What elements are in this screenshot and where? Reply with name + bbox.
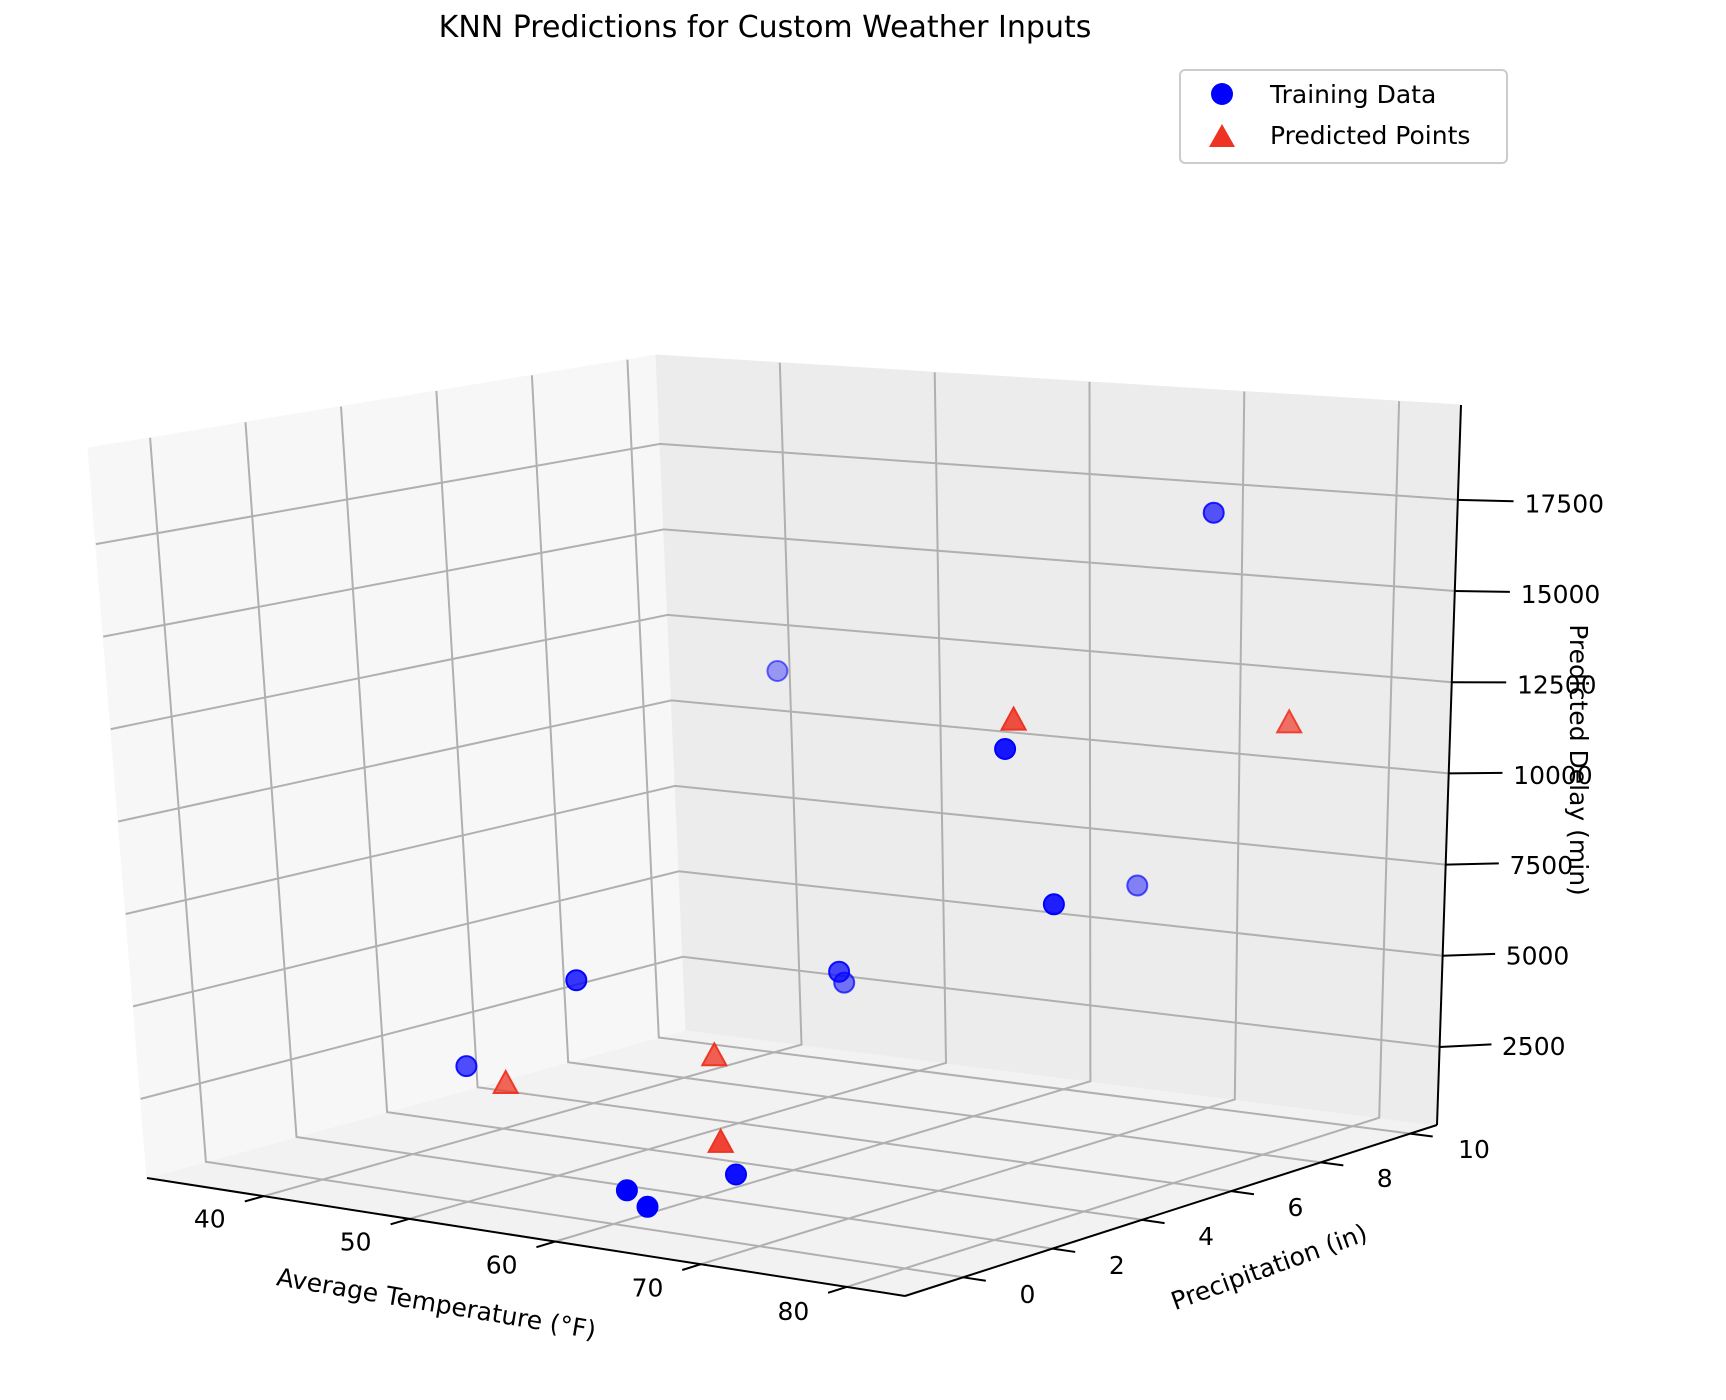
tick-labels: 40 50 60 70 80 0 2 4 6 8 10 2500 5000 7500 10000 12500 1… [194, 490, 1604, 1326]
training-point [1042, 893, 1065, 916]
grid-line-z [117, 699, 1449, 823]
z-axis-title: Predicted Delay (min) [1564, 624, 1593, 896]
x-axis-line [146, 1177, 906, 1297]
z-tick [1442, 952, 1496, 957]
z-tick-label: 7500 [1510, 851, 1574, 880]
grid-line-z [95, 442, 1458, 546]
grid-line-y [435, 390, 1232, 1193]
x-tick-label: 60 [486, 1251, 518, 1280]
training-point [994, 738, 1017, 760]
y-tick-label: 2 [1109, 1251, 1125, 1280]
data-points [455, 501, 1303, 1218]
training-point [766, 660, 789, 682]
x-tick [244, 1195, 264, 1203]
y-tick-label: 10 [1458, 1135, 1490, 1164]
axes-panes [87, 354, 1462, 1297]
grid-line-y [149, 437, 964, 1279]
training-point [455, 1055, 478, 1078]
z-tick [1448, 771, 1503, 775]
axis-lines [146, 404, 1514, 1297]
legend: Training Data Predicted Points [1179, 69, 1508, 164]
grid-line-x [846, 401, 1401, 1288]
y-tick-label: 0 [1020, 1280, 1036, 1309]
x-tick [681, 1263, 702, 1271]
x-tick [827, 1285, 847, 1294]
y-tick [1320, 1161, 1344, 1167]
back-pane [655, 354, 1462, 1126]
y-tick [962, 1276, 986, 1282]
left-pane [87, 354, 687, 1179]
z-axis-line [1436, 404, 1462, 1126]
y-tick [1141, 1218, 1165, 1225]
predicted-point [999, 705, 1028, 731]
y-tick [1052, 1247, 1076, 1253]
training-point [565, 969, 588, 992]
y-tick-label: 6 [1287, 1193, 1303, 1222]
grid-line-x [263, 362, 803, 1198]
z-tick [1454, 590, 1510, 593]
grid-line-z [103, 528, 1455, 638]
z-tick-label: 10000 [1513, 761, 1593, 790]
z-tick-label: 2500 [1502, 1032, 1566, 1061]
legend-label-training: Training Data [1269, 80, 1436, 109]
grid-line-z [110, 613, 1452, 731]
x-tick-label: 70 [632, 1274, 664, 1303]
predicted-point [707, 1127, 735, 1153]
predicted-point [492, 1068, 520, 1094]
legend-marker-predicted [1209, 124, 1235, 147]
grid-line-z [132, 870, 1443, 1008]
legend-label-predicted: Predicted Points [1270, 121, 1470, 150]
grid-line-y [244, 422, 1053, 1250]
x-tick-label: 40 [194, 1204, 226, 1233]
y-tick [1231, 1190, 1255, 1196]
grid-line-y [530, 375, 1321, 1164]
legend-box [1179, 69, 1508, 164]
training-point [725, 1163, 747, 1186]
grid-lines [95, 359, 1458, 1288]
grid-line-x [554, 381, 1092, 1243]
training-point [636, 1195, 659, 1218]
chart-title: KNN Predictions for Custom Weather Input… [439, 10, 1092, 45]
z-tick-label: 15000 [1521, 580, 1601, 609]
z-tick [1457, 498, 1514, 503]
y-axis-line [904, 1124, 1438, 1297]
training-point [828, 960, 851, 983]
z-tick-label: 17500 [1525, 490, 1605, 519]
grid-line-x [700, 391, 1246, 1266]
y-tick-label: 4 [1198, 1222, 1214, 1251]
y-tick-label: 8 [1377, 1164, 1393, 1193]
grid-line-y [626, 359, 1411, 1135]
z-tick [1445, 862, 1499, 866]
z-tick-label: 12500 [1517, 670, 1597, 699]
x-tick-label: 80 [777, 1297, 809, 1326]
z-tick-label: 5000 [1506, 942, 1570, 971]
x-tick [390, 1217, 410, 1226]
training-point [1202, 501, 1225, 524]
grid-line-z [140, 955, 1440, 1100]
y-tick [1410, 1132, 1433, 1138]
z-tick [1439, 1043, 1492, 1048]
predicted-point [700, 1041, 728, 1067]
training-point [1126, 874, 1149, 897]
legend-marker-training [1211, 83, 1233, 105]
grid-line-y [340, 406, 1143, 1221]
x-tick-label: 50 [340, 1227, 372, 1256]
training-point [615, 1179, 638, 1202]
predicted-point [1275, 708, 1303, 734]
x-tick [536, 1240, 556, 1249]
grid-line-z [125, 784, 1446, 915]
grid-line-x [409, 372, 948, 1220]
x-axis-title: Average Temperature (°F) [275, 1262, 599, 1345]
